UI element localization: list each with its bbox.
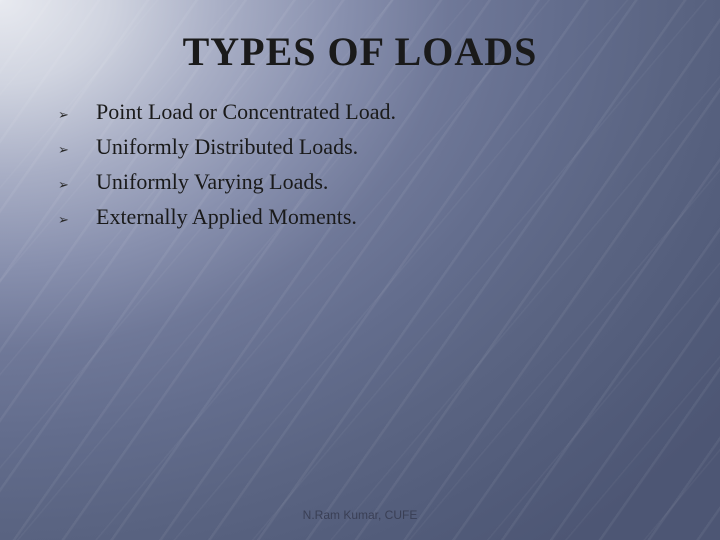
bullet-text: Point Load or Concentrated Load. bbox=[96, 98, 396, 126]
bullet-text: Uniformly Distributed Loads. bbox=[96, 133, 358, 161]
footer-credit: N.Ram Kumar, CUFE bbox=[0, 508, 720, 522]
slide-title: TYPES OF LOADS bbox=[0, 28, 720, 75]
bullet-text: Uniformly Varying Loads. bbox=[96, 168, 328, 196]
chevron-right-icon: ➢ bbox=[58, 101, 96, 129]
list-item: ➢ Uniformly Distributed Loads. bbox=[58, 133, 680, 164]
chevron-right-icon: ➢ bbox=[58, 136, 96, 164]
chevron-right-icon: ➢ bbox=[58, 206, 96, 234]
bullet-list: ➢ Point Load or Concentrated Load. ➢ Uni… bbox=[58, 98, 680, 238]
slide: TYPES OF LOADS ➢ Point Load or Concentra… bbox=[0, 0, 720, 540]
chevron-right-icon: ➢ bbox=[58, 171, 96, 199]
list-item: ➢ Uniformly Varying Loads. bbox=[58, 168, 680, 199]
list-item: ➢ Externally Applied Moments. bbox=[58, 203, 680, 234]
list-item: ➢ Point Load or Concentrated Load. bbox=[58, 98, 680, 129]
bullet-text: Externally Applied Moments. bbox=[96, 203, 357, 231]
